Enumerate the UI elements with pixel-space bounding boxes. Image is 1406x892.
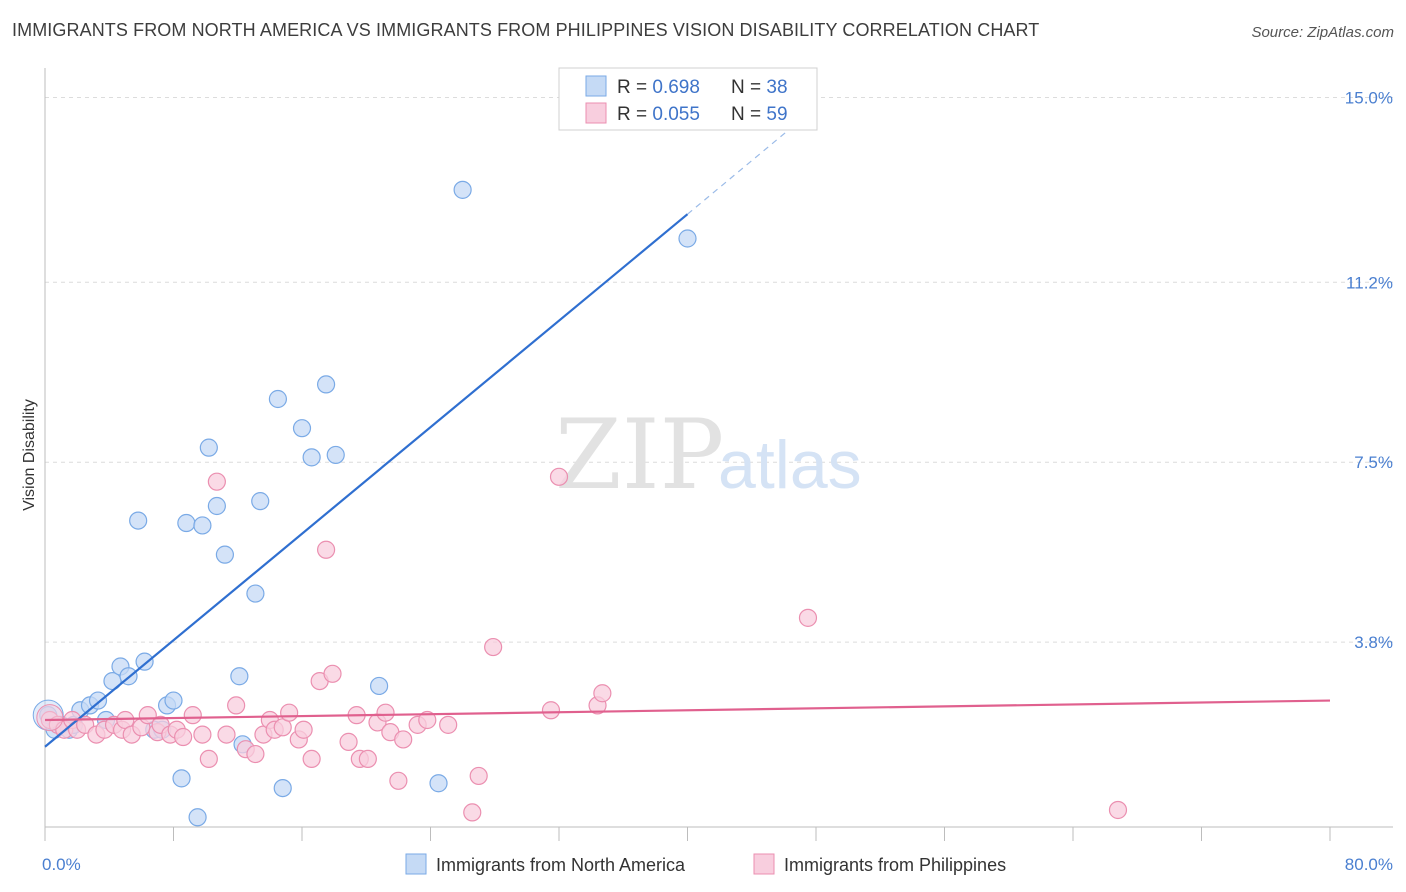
y-tick-label-1: 7.5% [1354,453,1393,472]
watermark-atlas: atlas [718,427,862,503]
point-s1-23 [207,496,226,516]
x-tick-label-1: 80.0% [1345,855,1393,874]
trend-line-north-america [44,213,689,748]
point-s2-53 [541,701,561,720]
legend-r-label-1: R = 0.698 [617,77,700,98]
point-s1-21 [193,516,212,535]
point-s1-35 [370,676,389,696]
point-s2-20 [193,725,212,744]
point-s2-51 [469,766,488,786]
series-legend: Immigrants from North America Immigrants… [405,853,1006,875]
point-s2-37 [323,664,342,683]
point-s2-34 [302,749,321,769]
point-s1-29 [268,389,288,409]
point-s1-33 [316,375,336,394]
point-s1-25 [230,667,249,686]
legend-swatch-philippines [585,102,607,124]
legend-n-label-2: N = 59 [731,104,788,125]
point-s1-17 [164,691,183,710]
point-s1-22 [199,438,218,457]
point-s1-34 [326,445,345,465]
legend-swatch-north-america [585,75,607,97]
point-s2-21 [199,749,218,769]
x-tick-labels: 0.0% 80.0% [42,855,1393,874]
x-tick-label-0: 0.0% [42,855,81,874]
point-s2-24 [227,696,246,715]
bottom-legend-philippines: Immigrants from Philippines [784,855,1006,875]
point-s2-49 [439,715,458,734]
point-s2-36 [316,540,336,559]
legend-n-label-1: N = 38 [731,77,788,98]
point-s2-52 [484,637,503,657]
point-s1-27 [246,584,265,603]
y-tick-label-2: 11.2% [1346,273,1393,292]
point-s2-56 [593,684,612,703]
trend-lines [44,106,1331,748]
point-s1-28 [251,492,270,511]
point-s2-58 [1108,800,1128,820]
point-s2-43 [376,703,395,722]
point-s2-54 [549,467,569,486]
series-philippines-points [36,467,1128,822]
point-s1-24 [215,545,234,564]
point-s1-13 [129,511,148,530]
point-s1-20 [188,808,207,827]
watermark-zip: ZIP [555,399,724,511]
point-s2-48 [418,710,437,730]
trend-line-north-america-extension [687,106,817,215]
point-s1-36 [429,774,448,793]
point-s2-22 [207,472,226,491]
point-s2-26 [246,744,265,764]
y-axis-label: Vision Disability [21,399,38,511]
point-s1-19 [177,513,196,533]
y-tick-labels: 3.8% 7.5% 11.2% 15.0% [1345,88,1393,652]
y-tick-label-3: 15.0% [1345,88,1393,107]
point-s2-41 [358,749,377,769]
source-label: Source: ZipAtlas.com [1251,24,1394,41]
y-tick-label-0: 3.8% [1354,633,1393,652]
point-s1-7 [88,691,108,710]
point-s1-31 [292,419,312,438]
watermark: ZIP atlas [555,399,862,511]
point-s2-45 [389,771,408,790]
point-s2-50 [463,803,482,822]
grid-lines [45,96,1393,643]
chart-title: IMMIGRANTS FROM NORTH AMERICA VS IMMIGRA… [12,20,1040,40]
point-s2-23 [217,725,236,744]
point-s2-38 [339,732,358,751]
point-s2-33 [294,720,313,739]
point-s1-12 [135,652,154,671]
point-s2-18 [174,727,193,747]
correlation-legend: R = 0.698 N = 38 R = 0.055 N = 59 [558,67,818,131]
point-s2-57 [798,608,818,627]
bottom-legend-north-america: Immigrants from North America [436,855,686,875]
trend-line-philippines [44,699,1331,722]
legend-r-label-2: R = 0.055 [617,104,700,125]
point-s1-32 [302,448,321,467]
point-s1-30 [273,778,292,798]
point-s1-37 [453,180,472,199]
point-s1-38 [678,229,697,248]
point-s1-18 [172,769,191,788]
point-s2-19 [183,706,202,725]
point-s2-31 [280,703,299,722]
point-s2-cluster [36,704,64,732]
bottom-legend-swatch-philippines [753,853,775,875]
bottom-legend-swatch-north-america [405,853,427,875]
point-s2-46 [394,730,413,749]
